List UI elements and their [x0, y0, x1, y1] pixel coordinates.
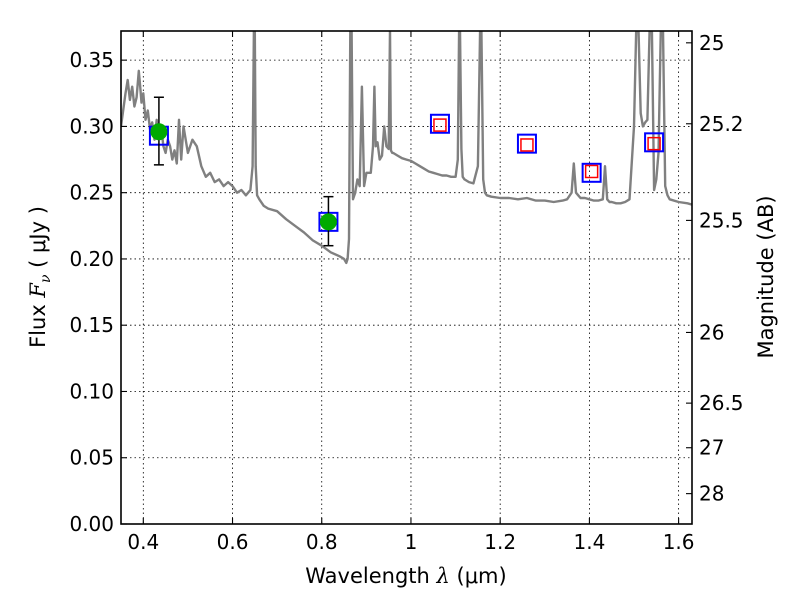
x-tick-label: 0.8 [306, 530, 338, 554]
limit-marker [520, 138, 534, 152]
observed-flux-point [150, 123, 168, 141]
y2-tick-label: 26 [699, 320, 724, 344]
x-tick-label: 1.2 [484, 530, 516, 554]
y-tick-label: 0.30 [69, 114, 114, 138]
x-tick-label: 1.6 [663, 530, 695, 554]
y2-tick-label: 27 [699, 436, 724, 460]
limit-marker [647, 136, 661, 151]
y-tick-label: 0.35 [69, 48, 114, 72]
observed-flux-point [319, 213, 337, 231]
y-axis-label: Flux Fν ( μJy ) [26, 206, 54, 348]
y-tick-label: 0.05 [69, 446, 114, 470]
model-flux-marker [516, 133, 537, 154]
model-flux-marker [644, 132, 665, 153]
model-spectrum [121, 31, 692, 265]
y2-tick-label: 25.2 [699, 112, 744, 136]
limit-marker [584, 164, 599, 179]
grid [121, 31, 692, 525]
x-tick-label: 0.4 [127, 530, 159, 554]
y-tick-label: 0.10 [69, 379, 114, 403]
model-flux-marker [581, 162, 602, 183]
model-flux-marker [429, 113, 450, 134]
plot-frame [120, 30, 693, 525]
x-tick-label: 0.6 [217, 530, 249, 554]
y-tick-label: 0.25 [69, 181, 114, 205]
y-tick-label: 0.15 [69, 313, 114, 337]
limit-marker [433, 118, 447, 132]
axis-ticks: 0.4 0.6 0.8 1 1.2 1.4 1.6 0.00 0.05 0.10 0.15 0.20 0… [69, 31, 743, 554]
y2-tick-label: 28 [699, 482, 724, 506]
spectrum-line [121, 31, 692, 265]
x-tick-label: 1.4 [573, 530, 605, 554]
y2-tick-label: 25 [699, 31, 724, 55]
y2-tick-label: 25.5 [699, 208, 744, 232]
y-tick-label: 0.00 [69, 512, 114, 536]
y2-axis-label: Magnitude (AB) [754, 195, 778, 358]
photometry-markers [148, 96, 665, 247]
x-axis-label: Wavelength λ (μm) [305, 564, 506, 588]
y2-tick-label: 26.5 [699, 391, 744, 415]
x-tick-label: 1 [405, 530, 418, 554]
y-tick-label: 0.20 [69, 247, 114, 271]
